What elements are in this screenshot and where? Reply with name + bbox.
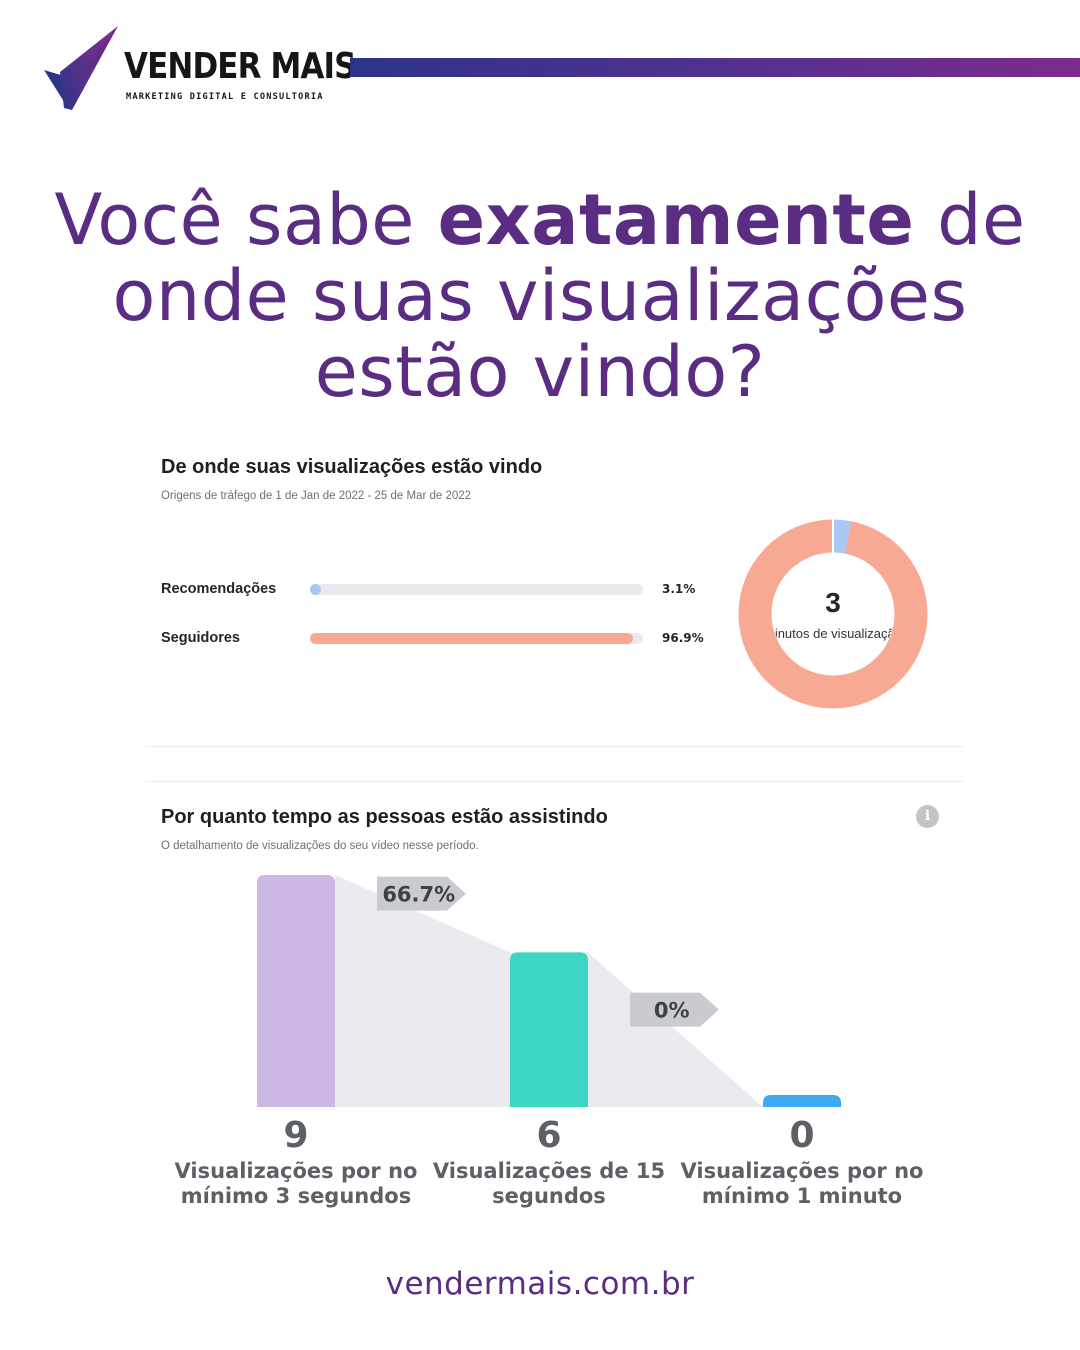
headline-line-3: estão vindo? bbox=[314, 331, 766, 413]
brand-logo: VENDER MAIS MARKETING DIGITAL E CONSULTO… bbox=[42, 24, 356, 114]
source-bar-recomendacoes bbox=[310, 584, 643, 595]
checkmark-logo-icon bbox=[44, 26, 118, 110]
source-bar-fill bbox=[310, 633, 633, 644]
traffic-card-title: De onde suas visualizações estão vindo bbox=[161, 456, 543, 478]
retention-card-title: Por quanto tempo as pessoas estão assist… bbox=[161, 806, 608, 828]
retention-card-subtitle: O detalhamento de visualizações do seu v… bbox=[161, 840, 479, 852]
headline: Você sabe exatamente de onde suas visual… bbox=[0, 182, 1080, 410]
source-label-seguidores: Seguidores bbox=[161, 630, 240, 646]
traffic-card-subtitle: Origens de tráfego de 1 de Jan de 2022 -… bbox=[161, 490, 472, 502]
bar-category-label: Visualizações por no mínimo 1 minuto bbox=[680, 1159, 924, 1208]
header-gradient-bar bbox=[350, 58, 1080, 77]
source-bar-fill bbox=[310, 584, 321, 595]
donut-center: 3 minutos de visualização bbox=[772, 553, 894, 675]
footer-url[interactable]: vendermais.com.br bbox=[385, 1266, 695, 1302]
bar-category-label: Visualizações de 15 segundos bbox=[432, 1159, 666, 1208]
bar-value: 0 bbox=[789, 1115, 815, 1156]
headline-emphasis: exatamente bbox=[437, 179, 915, 261]
tag-shape bbox=[377, 876, 466, 911]
brand-tagline: MARKETING DIGITAL E CONSULTORIA bbox=[126, 92, 324, 102]
bar-1 bbox=[257, 875, 335, 1107]
source-label-recomendacoes: Recomendações bbox=[161, 581, 277, 597]
info-icon[interactable]: i bbox=[916, 805, 939, 828]
headline-line-2: onde suas visualizações bbox=[112, 255, 968, 337]
funnel-background bbox=[335, 875, 841, 1107]
tag-shape bbox=[630, 992, 719, 1027]
transition-label: 0% bbox=[654, 999, 690, 1023]
transition-tag: 0% bbox=[630, 992, 719, 1027]
transition-tag: 66.7% bbox=[377, 876, 466, 911]
bar-category-label: Visualizações por no mínimo 3 segundos bbox=[174, 1159, 418, 1208]
traffic-donut-chart: 3 minutos de visualização bbox=[738, 519, 928, 709]
bar-value: 6 bbox=[536, 1115, 562, 1156]
source-bar-seguidores bbox=[310, 633, 643, 644]
divider bbox=[145, 746, 963, 747]
headline-text: Você sabe bbox=[54, 179, 438, 261]
donut-caption: minutos de visualização bbox=[772, 626, 894, 641]
bar-value: 9 bbox=[283, 1115, 309, 1156]
brand-name: VENDER MAIS bbox=[124, 46, 356, 87]
headline-line-1: Você sabe exatamente de bbox=[0, 182, 1080, 258]
donut-total: 3 bbox=[825, 587, 841, 618]
bar-2 bbox=[510, 952, 588, 1107]
source-value-recomendacoes: 3.1% bbox=[662, 582, 696, 596]
headline-text: de bbox=[914, 179, 1026, 261]
divider bbox=[145, 781, 963, 782]
transition-label: 66.7% bbox=[382, 883, 455, 907]
source-value-seguidores: 96.9% bbox=[662, 631, 704, 645]
bar-3 bbox=[763, 1095, 841, 1107]
donut-svg bbox=[738, 519, 928, 709]
